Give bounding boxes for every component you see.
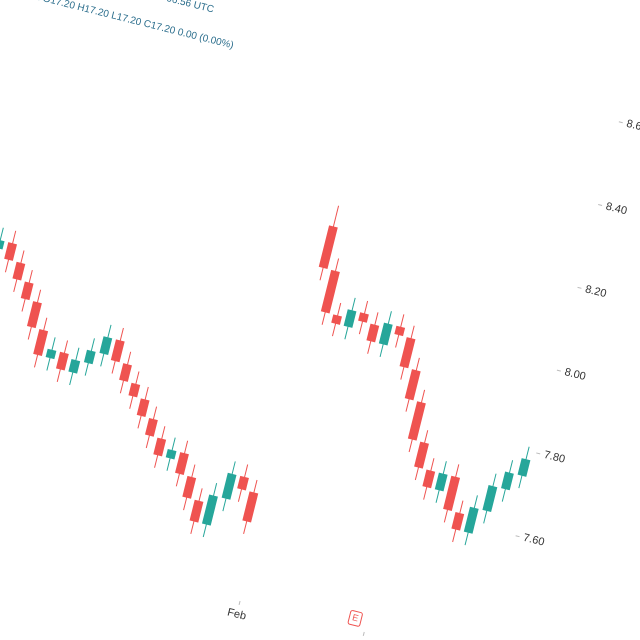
y-tick <box>618 121 623 124</box>
x-tick <box>362 631 365 636</box>
candle-body <box>45 348 57 360</box>
y-tick-label: 8.40 <box>605 201 629 218</box>
candle-body <box>358 312 369 323</box>
candle-body <box>55 351 69 371</box>
y-tick-label: 7.80 <box>543 449 567 466</box>
y-tick <box>556 369 561 372</box>
candle-body <box>128 382 141 398</box>
candle-body <box>12 261 26 281</box>
candle-body <box>68 359 81 374</box>
candle-body <box>343 309 357 328</box>
candle-body <box>463 506 479 534</box>
candle-body <box>165 449 177 460</box>
candle-body <box>434 472 448 492</box>
candle-body <box>378 322 393 346</box>
candle-body <box>153 437 167 457</box>
candle-body <box>318 225 338 269</box>
candle-body <box>482 485 498 513</box>
y-tick <box>536 452 541 455</box>
candle-body <box>4 242 17 261</box>
x-tick <box>238 600 241 606</box>
candle-body <box>201 494 218 526</box>
candle-body <box>182 475 197 499</box>
candle-body <box>404 369 421 401</box>
candle-body <box>189 499 204 523</box>
x-tick-label: Feb <box>226 606 247 622</box>
candle-body <box>394 325 406 337</box>
candle-body <box>83 349 96 365</box>
candle-wick <box>0 227 4 261</box>
candle-body <box>399 337 416 369</box>
candle-body <box>242 491 259 523</box>
candle-body <box>501 471 514 491</box>
candle-body <box>119 363 132 382</box>
event-marker: E <box>351 612 359 623</box>
candle-body <box>33 329 49 357</box>
candle-body <box>20 281 34 301</box>
y-tick <box>515 535 520 538</box>
x-tick-label: 13 <box>353 638 368 640</box>
candle-body <box>221 472 237 500</box>
candle-body <box>443 475 461 512</box>
event-marker-box <box>347 610 363 627</box>
y-tick-label: 7.60 <box>522 532 546 549</box>
y-tick-label: 8.00 <box>563 366 587 383</box>
candle-body <box>320 269 340 314</box>
candle-body <box>145 417 158 437</box>
candle-body <box>110 339 125 363</box>
candle-body <box>407 401 426 441</box>
candle-body <box>175 452 189 475</box>
candle-body <box>99 336 113 355</box>
candle-body <box>451 511 465 531</box>
candle-body <box>26 301 42 329</box>
y-tick <box>598 204 603 206</box>
candle-body <box>0 239 5 250</box>
candle-body <box>366 323 380 343</box>
candle-body <box>414 441 429 469</box>
candle-body <box>237 475 249 491</box>
y-tick <box>577 286 582 289</box>
candle-body <box>331 314 342 325</box>
candle-body <box>422 469 436 489</box>
candle-body <box>136 398 150 418</box>
y-tick-label: 8.20 <box>584 283 608 300</box>
candle-body <box>517 458 531 477</box>
